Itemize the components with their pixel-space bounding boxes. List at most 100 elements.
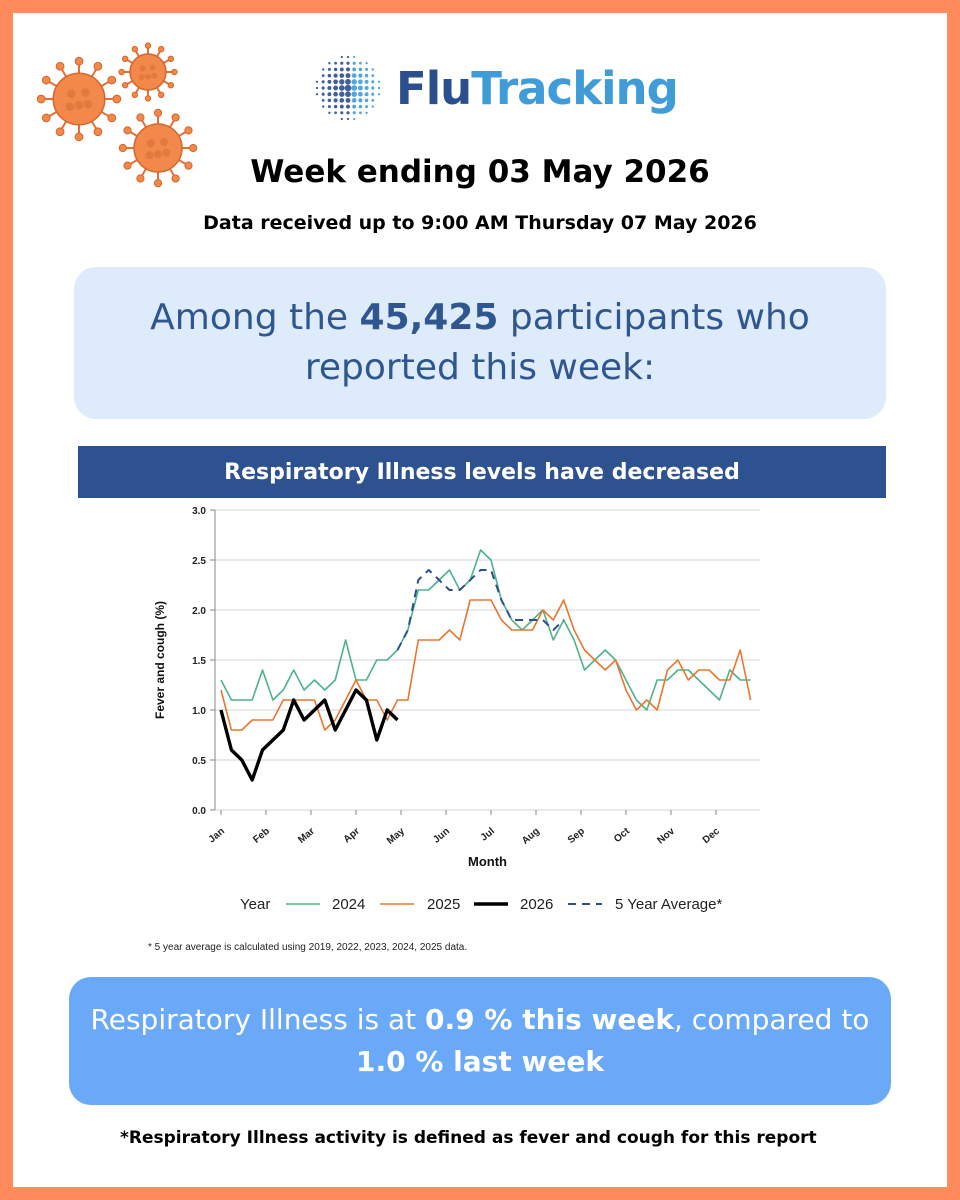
virus-spike-tip [121,82,129,89]
globe-dot [327,92,332,97]
virus-spike-tip [123,161,132,170]
virus-spike-tip [153,179,163,188]
globe-dot [358,98,363,103]
globe-dot [339,73,345,78]
globe-dot [333,85,339,91]
virus-spot [160,138,168,146]
globe-dot [365,62,368,65]
virus-spot [162,148,171,157]
globe-dot [365,111,368,114]
globe-dot [358,67,363,72]
virus-spike-tip [41,75,51,85]
this-week-value: 0.9 % this week [425,1003,674,1036]
globe-dot [377,93,381,96]
legend-label: 2026 [520,896,553,913]
globe-dot [327,73,332,78]
globe-dot [321,74,325,77]
globe-dot [321,80,325,84]
virus-spot [145,151,154,160]
y-axis-label: Fever and cough (%) [153,601,167,719]
globe-dot [333,73,338,78]
virus-spike-tip [136,174,145,183]
globe-dot [327,85,332,91]
globe-dot [327,98,332,103]
globe-dot [339,67,344,72]
virus-spike-tip [184,126,193,135]
globe-dot [339,91,345,97]
legend-title: Year [240,896,270,913]
x-tick-label: Sep [566,826,587,846]
globe-dot [333,67,338,72]
globe-dot [334,61,337,65]
globe-dot [345,73,351,79]
virus-icon [118,108,198,188]
virus-spot [74,101,84,110]
virus-spike-tip [144,42,152,49]
virus-body [118,42,178,102]
week-title: Week ending 03 May 2026 [250,154,710,190]
globe-dot [328,62,331,65]
globe-dot [339,104,344,109]
virus-icon [36,56,122,142]
virus-icon [118,42,178,102]
globe-dot [351,73,357,78]
globe-dot [327,67,331,71]
virus-spike-tip [131,91,138,99]
globe-dot [359,61,362,65]
globe-dot [334,111,337,115]
virus-spot [151,72,158,79]
definition-footnote: *Respiratory Illness activity is defined… [120,1128,817,1148]
globe-dot [345,104,351,109]
globe-dot [358,73,363,78]
globe-dot [357,85,363,91]
globe-dot [365,105,369,109]
y-tick-label: 0.0 [192,806,206,817]
respiratory-illness-chart: 0.0 0.5 1.0 1.5 2.0 2.5 3.0 Jan Feb Mar Apr May Jun J… [148,506,760,953]
x-tick-label: Dec [701,826,722,847]
legend-label: 2025 [427,896,460,913]
virus-spot [149,64,156,71]
globe-dot [371,99,375,102]
globe-dot [364,79,369,84]
virus-spike-tip [123,126,132,135]
globe-dot [371,105,374,108]
globe-dot [371,80,375,84]
globe-dot [371,92,375,96]
virus-body [36,56,122,142]
globe-dot [344,84,352,92]
data-received-text: Data received up to 9:00 AM Thursday 07 … [203,212,757,234]
chart-footnote: * 5 year average is calculated using 201… [148,942,467,953]
globe-dot [333,79,338,85]
virus-spike-tip [167,55,175,62]
y-tick-label: 1.0 [192,706,206,717]
virus-spot [139,65,146,72]
virus-spike-tip [167,82,175,89]
y-tick-label: 2.0 [192,606,206,617]
x-tick-label: Jan [207,826,227,846]
globe-dot [364,85,369,91]
virus-spot [65,102,75,112]
virus-spike-tip [107,113,117,123]
virus-spike-tip [171,174,180,183]
virus-spot [146,139,155,148]
virus-spot [138,74,145,81]
virus-spike-tip [107,75,117,85]
globe-dot [352,111,356,115]
virus-spike-tip [93,127,103,137]
series-line-2024 [220,549,751,711]
globe-dot [339,79,345,85]
globe-dot [371,86,375,90]
globe-dot [353,117,356,121]
globe-dot [333,98,338,103]
globe-dot [352,67,357,72]
globe-dot [327,105,331,109]
globe-dot [358,91,363,97]
virus-spike-tip [118,68,125,76]
x-tick-label: Jul [479,826,497,844]
virus-spike-tip [112,94,122,104]
globe-dot [315,93,319,96]
virus-spike-tip [171,68,178,76]
virus-core [52,72,106,126]
x-tick-label: May [385,826,407,847]
y-tick-label: 2.5 [192,556,206,567]
